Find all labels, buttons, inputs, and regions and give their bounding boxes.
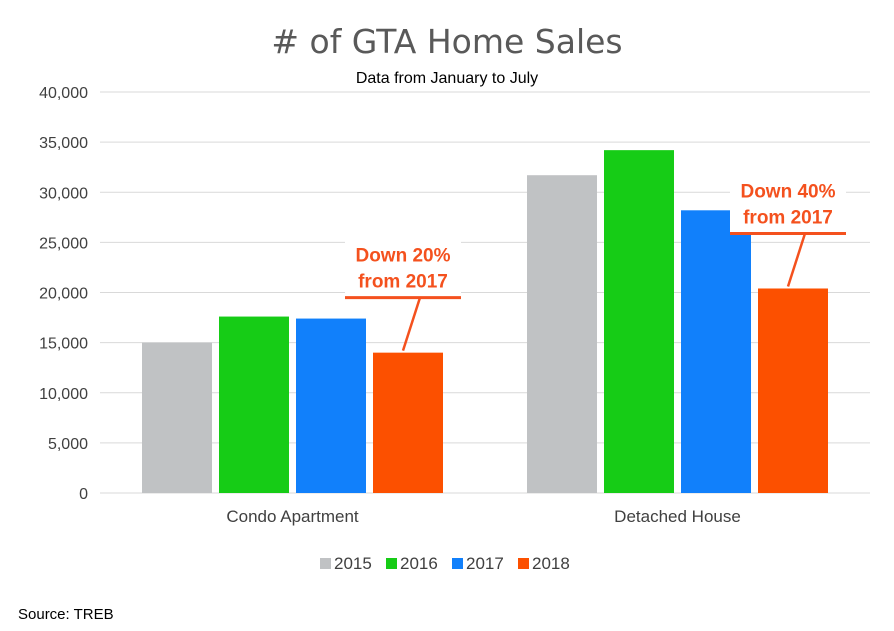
bar-2017-1 bbox=[681, 210, 751, 494]
annotation-callout: Down 40% from 2017 bbox=[730, 172, 846, 287]
y-tick-label: 15,000 bbox=[39, 336, 88, 353]
annotation-line2: from 2017 bbox=[743, 207, 833, 228]
legend-swatch-2018 bbox=[518, 558, 529, 569]
annotation-callout: Down 20% from 2017 bbox=[345, 236, 461, 352]
annotation-line2: from 2017 bbox=[358, 272, 448, 293]
bar-2016-1 bbox=[604, 150, 674, 493]
y-tick-label: 20,000 bbox=[39, 286, 88, 303]
y-tick-label: 0 bbox=[79, 486, 88, 503]
annotation-pointer bbox=[401, 297, 422, 352]
legend-swatch-2016 bbox=[386, 558, 397, 569]
x-category-label: Detached House bbox=[614, 507, 741, 526]
annotation-line1: Down 20% bbox=[355, 246, 450, 267]
annotation-line1: Down 40% bbox=[740, 181, 835, 202]
legend-label: 2015 bbox=[334, 554, 372, 573]
y-tick-label: 30,000 bbox=[39, 185, 88, 202]
annotation-box bbox=[345, 236, 461, 298]
chart-subtitle: Data from January to July bbox=[356, 70, 538, 87]
bars bbox=[142, 150, 828, 494]
annotation-pointer bbox=[786, 233, 807, 287]
y-tick-label: 25,000 bbox=[39, 235, 88, 252]
source-note: Source: TREB bbox=[18, 606, 114, 623]
y-tick-label: 5,000 bbox=[48, 436, 88, 453]
chart-title: # of GTA Home Sales bbox=[271, 22, 622, 61]
bar-2016-0 bbox=[219, 316, 289, 493]
y-tick-label: 40,000 bbox=[39, 85, 88, 102]
annotation-box bbox=[730, 172, 846, 234]
bar-2015-0 bbox=[142, 342, 212, 493]
gridlines bbox=[100, 91, 870, 494]
bar-2017-0 bbox=[296, 318, 366, 493]
bar-2018-1 bbox=[758, 288, 828, 493]
legend-label: 2016 bbox=[400, 554, 438, 573]
legend-swatch-2015 bbox=[320, 558, 331, 569]
legend: 2015 2016 2017 2018 bbox=[320, 554, 570, 573]
y-tick-label: 10,000 bbox=[39, 386, 88, 403]
legend-label: 2018 bbox=[532, 554, 570, 573]
annotations: Down 20% from 2017 Down 40% from 2017 bbox=[345, 172, 846, 352]
y-tick-label: 35,000 bbox=[39, 135, 88, 152]
y-axis-ticks: 0 5,000 10,000 15,000 20,000 25,000 30,000 35,0… bbox=[39, 85, 88, 503]
x-category-label: Condo Apartment bbox=[226, 507, 359, 526]
legend-label: 2017 bbox=[466, 554, 504, 573]
bar-2018-0 bbox=[373, 352, 443, 493]
legend-swatch-2017 bbox=[452, 558, 463, 569]
x-axis-categories: Condo Apartment Detached House bbox=[226, 507, 740, 526]
bar-2015-1 bbox=[527, 175, 597, 493]
